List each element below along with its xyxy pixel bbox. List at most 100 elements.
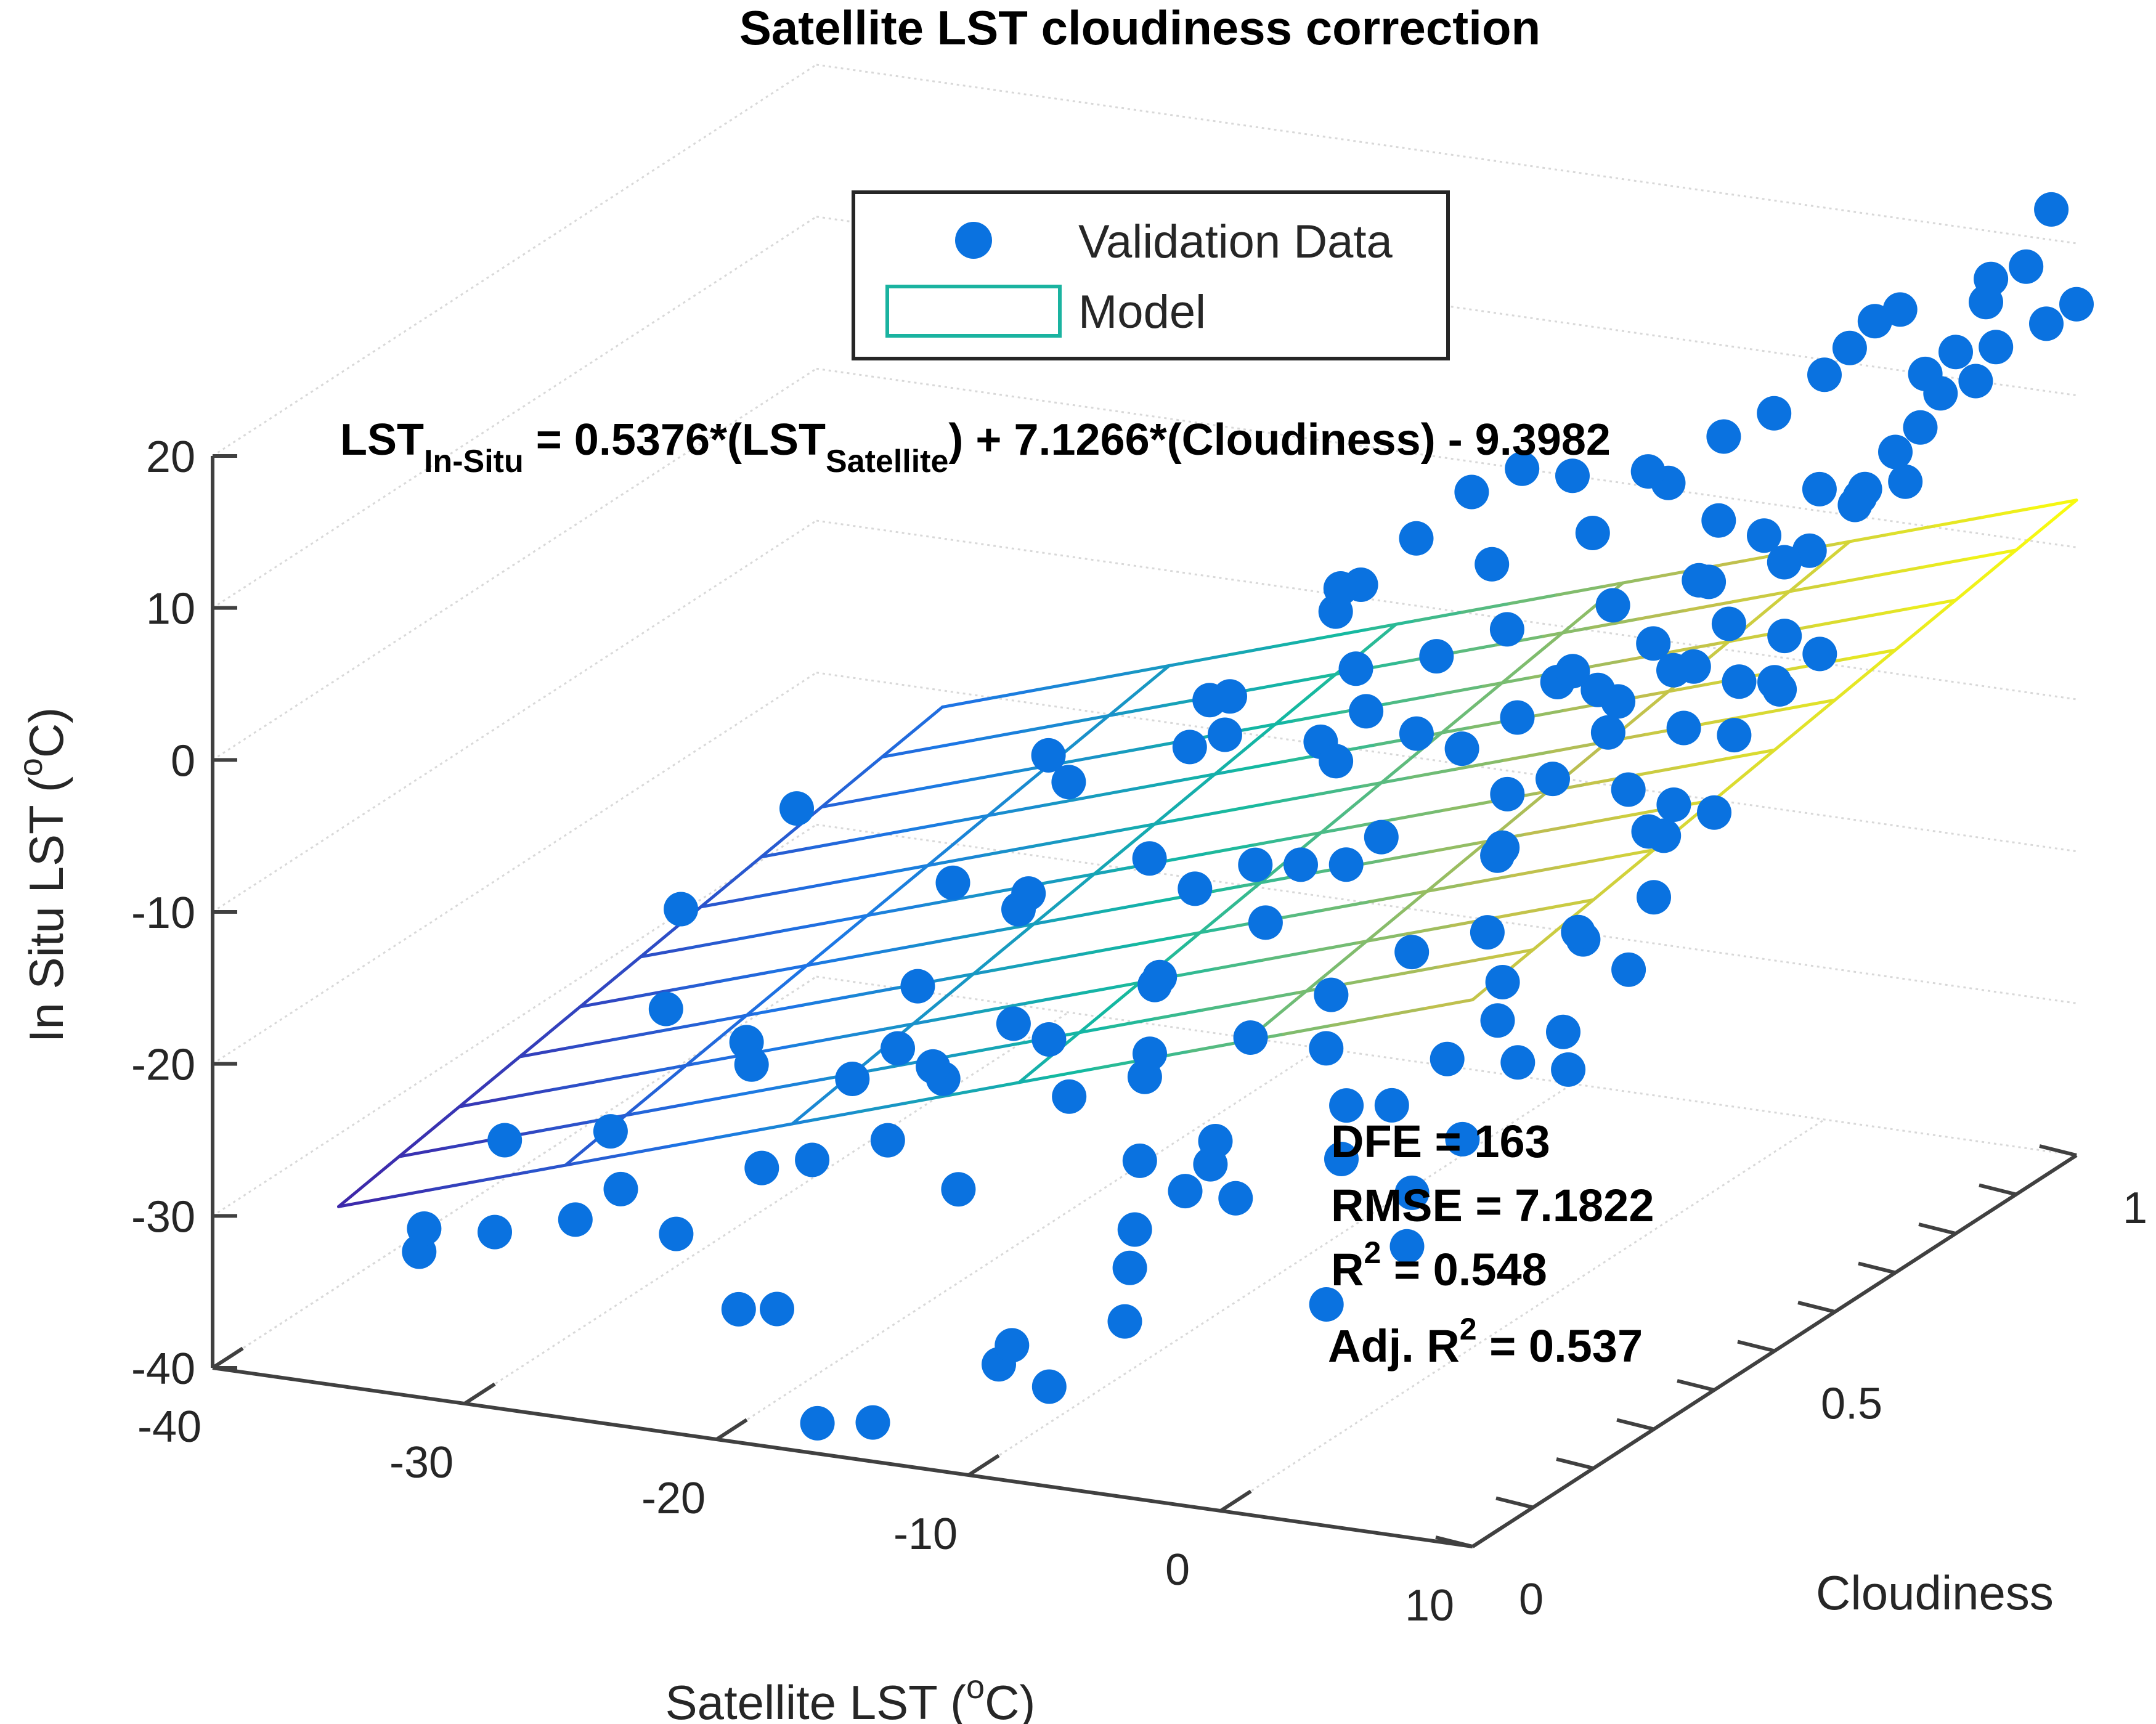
surface-line-x [1271, 636, 1322, 649]
surface-line-x [1381, 850, 1433, 862]
surface-line-x [998, 1075, 1049, 1088]
surface-line-x [1460, 602, 1511, 614]
surface-line-x [1442, 800, 1493, 812]
surface-line-x [1413, 611, 1464, 623]
validation-point [744, 1150, 779, 1185]
surface-line-x [1224, 645, 1275, 657]
surface-line-y [538, 1017, 567, 1042]
surface-line-x [1437, 956, 1487, 969]
surface-line-y [840, 768, 869, 792]
y-axis-label: Cloudiness [1816, 1566, 2054, 1620]
grid-line [464, 1011, 1069, 1405]
surface-line-x [1361, 776, 1412, 788]
validation-point [1485, 830, 1520, 865]
model-equation: LSTIn-Situ = 0.5376*(LSTSatellite) + 7.1… [340, 415, 1611, 479]
validation-point [603, 1171, 638, 1206]
surface-line-y [1571, 748, 1600, 773]
surface-line-x [1497, 906, 1548, 919]
validation-point [1112, 1250, 1147, 1285]
surface-line-x [1248, 991, 1299, 1003]
validation-point [900, 969, 935, 1004]
validation-point [1364, 819, 1399, 855]
validation-point [760, 1291, 794, 1327]
surface-line-x [909, 936, 960, 948]
surface-line-x [1329, 1015, 1380, 1028]
validation-point [1444, 731, 1479, 766]
validation-point [1666, 710, 1701, 746]
validation-point [1052, 1079, 1087, 1114]
surface-line-x [969, 886, 1020, 898]
surface-line-y [1520, 643, 1549, 668]
validation-point [935, 865, 970, 900]
validation-point [1031, 738, 1066, 773]
surface-line-x [1282, 1024, 1333, 1036]
surface-line-x [1387, 693, 1438, 705]
validation-point [1133, 1036, 1167, 1071]
surface-line-y [991, 935, 1020, 959]
surface-line-x [1038, 951, 1089, 964]
grid-line [816, 823, 2077, 1004]
validation-point [1419, 639, 1454, 674]
surface-line-x [990, 960, 1041, 972]
surface-line-x [1106, 1017, 1157, 1029]
surface-line-x [1342, 974, 1393, 986]
surface-line-x [1558, 856, 1608, 869]
validation-point [1338, 651, 1373, 686]
validation-point [1536, 762, 1570, 797]
grid-line [816, 672, 2077, 853]
validation-point [1137, 967, 1173, 1002]
z-axis-label-sup: o [12, 758, 49, 776]
y-tick [1677, 1379, 1715, 1392]
validation-point [1192, 683, 1227, 718]
surface-line-x [1153, 1008, 1204, 1020]
surface-line-y [1722, 769, 1751, 794]
surface-line-x [914, 779, 966, 792]
surface-line-x [1508, 593, 1558, 606]
validation-point [1979, 330, 2014, 365]
surface-line-x [881, 747, 931, 759]
surface-line-x [962, 771, 1012, 783]
surface-line-x [809, 1110, 860, 1122]
validation-point [659, 1216, 694, 1251]
surface-line-y [1646, 685, 1675, 710]
surface-line-y [1446, 852, 1474, 876]
surface-line-x [1542, 626, 1593, 638]
surface-line-x [1544, 898, 1595, 910]
surface-line-y [1521, 935, 1550, 960]
validation-point [1480, 1003, 1515, 1038]
surface-line-x [660, 1020, 710, 1033]
axes [211, 456, 2078, 1548]
surface-line-y [1295, 977, 1323, 1001]
surface-line-y [387, 1142, 416, 1167]
y-tick-label: 0 [1519, 1575, 1544, 1624]
surface-line-x [2027, 498, 2078, 511]
surface-line-x [988, 688, 1039, 701]
surface-line-x [775, 1077, 826, 1089]
x-axis-ticks: -40 -30 -20 -10 0 10 [137, 1346, 1504, 1630]
surface-line-x [539, 1120, 590, 1132]
surface-line-y [865, 747, 894, 771]
surface-line-y [1823, 686, 1852, 710]
surface-line-x [1125, 819, 1175, 831]
surface-line-x [904, 1092, 954, 1105]
validation-point [1394, 935, 1430, 970]
surface-line-x [867, 788, 918, 800]
surface-line-x [1683, 600, 1735, 612]
surface-line-x [841, 871, 892, 883]
surface-line-y [765, 830, 793, 855]
surface-line-x [1920, 557, 1971, 569]
y-tick [1556, 1457, 1594, 1470]
surface-line-x [1030, 836, 1081, 848]
z-tick-label: 20 [146, 433, 195, 482]
surface-line-y [1218, 747, 1247, 772]
x-tick-label: -30 [389, 1438, 454, 1487]
validation-point [1107, 1304, 1142, 1339]
surface-line-y [1092, 705, 1121, 730]
surface-line-x [1004, 919, 1054, 931]
y-tick [1797, 1301, 1836, 1314]
surface-line-x [1369, 891, 1420, 903]
surface-line-x [1035, 680, 1086, 692]
surface-line-x [983, 845, 1033, 857]
surface-line-x [1253, 834, 1304, 847]
validation-point [1882, 292, 1918, 327]
